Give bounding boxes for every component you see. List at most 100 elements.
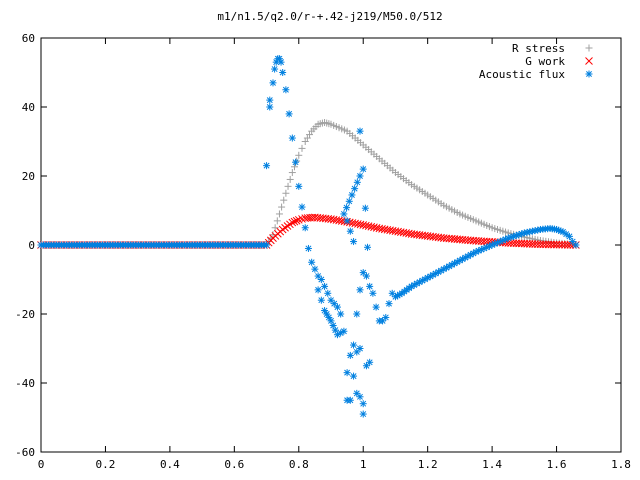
legend-label: R stress xyxy=(512,42,565,55)
series-r-stress xyxy=(37,119,580,249)
data-point xyxy=(351,185,359,193)
data-point xyxy=(298,203,306,211)
data-point xyxy=(362,362,370,370)
data-point xyxy=(534,226,542,234)
data-point xyxy=(359,165,367,173)
data-point xyxy=(343,217,351,225)
data-point xyxy=(345,197,353,205)
data-point xyxy=(271,65,279,73)
data-point xyxy=(366,282,374,290)
legend-marker xyxy=(585,70,593,78)
data-point xyxy=(385,300,393,308)
data-point xyxy=(356,345,364,352)
data-point xyxy=(278,203,286,211)
data-point xyxy=(269,231,277,239)
data-point xyxy=(372,303,380,311)
y-tick-label: 60 xyxy=(22,32,35,45)
data-point xyxy=(308,258,316,266)
y-tick-label: -40 xyxy=(15,377,35,390)
data-point xyxy=(282,189,290,197)
chart-title: m1/n1.5/q2.0/r-+.42-j219/M50.0/512 xyxy=(217,10,442,23)
data-point xyxy=(340,210,348,218)
data-point xyxy=(269,79,277,87)
data-point xyxy=(361,204,369,212)
data-point xyxy=(333,303,341,311)
data-point xyxy=(337,310,345,318)
x-tick-labels: 0 0.2 0.4 0.6 0.8 1 1.2 1.4 1.6 1.8 xyxy=(38,458,631,471)
data-point xyxy=(366,358,374,366)
data-point xyxy=(295,182,303,190)
data-point xyxy=(356,172,364,180)
data-point xyxy=(353,178,361,186)
data-point xyxy=(362,272,370,280)
data-point xyxy=(555,240,564,249)
data-point xyxy=(523,228,531,236)
legend-marker xyxy=(585,44,593,52)
data-point xyxy=(353,310,361,318)
data-point xyxy=(560,240,569,249)
data-point xyxy=(263,241,271,249)
data-point xyxy=(324,289,332,297)
data-point xyxy=(364,243,372,251)
data-point xyxy=(277,58,285,66)
data-point xyxy=(314,286,322,294)
legend-label: Acoustic flux xyxy=(479,68,565,81)
data-point xyxy=(288,218,297,227)
data-point xyxy=(290,163,298,171)
x-tick-label: 1.6 xyxy=(547,458,567,471)
data-point xyxy=(451,259,459,267)
data-point xyxy=(563,240,572,249)
data-point xyxy=(271,224,279,232)
data-point xyxy=(565,232,573,240)
data-point xyxy=(350,372,358,380)
data-point xyxy=(304,244,312,252)
data-point xyxy=(359,400,367,408)
x-tick-label: 1.8 xyxy=(611,458,631,471)
x-tick-label: 0.2 xyxy=(96,458,116,471)
data-point xyxy=(369,289,377,297)
data-point xyxy=(266,96,274,104)
data-point xyxy=(343,369,351,377)
data-point xyxy=(286,175,294,183)
data-point xyxy=(292,216,301,225)
axis-ticks xyxy=(40,37,622,453)
x-tick-label: 0.8 xyxy=(289,458,309,471)
data-point xyxy=(273,217,281,225)
x-tick-label: 1.2 xyxy=(418,458,438,471)
data-point xyxy=(282,86,290,94)
y-tick-label: -20 xyxy=(15,308,35,321)
y-tick-label: 20 xyxy=(22,170,35,183)
data-point xyxy=(356,286,364,294)
data-point xyxy=(285,110,293,118)
data-point xyxy=(284,182,292,190)
data-point xyxy=(298,144,306,152)
x-tick-label: 0.6 xyxy=(224,458,244,471)
data-point xyxy=(288,134,296,142)
data-point xyxy=(382,313,390,321)
data-point xyxy=(558,240,566,249)
data-point xyxy=(275,210,283,218)
y-tick-label: -60 xyxy=(15,446,35,459)
legend-label: G work xyxy=(525,55,565,68)
data-point xyxy=(348,191,356,199)
data-point xyxy=(350,238,358,246)
data-point xyxy=(346,396,354,404)
data-marks xyxy=(37,55,580,418)
data-point xyxy=(350,341,358,349)
data-point xyxy=(572,241,580,249)
data-point xyxy=(493,239,501,247)
data-point xyxy=(317,296,325,304)
data-point xyxy=(311,265,319,273)
data-point xyxy=(356,127,364,135)
x-tick-label: 1 xyxy=(360,458,367,471)
data-point xyxy=(346,351,354,359)
x-tick-label: 0.4 xyxy=(160,458,180,471)
x-tick-label: 0 xyxy=(38,458,45,471)
y-tick-labels: 60 40 20 0 -20 -40 -60 xyxy=(15,32,35,459)
data-point xyxy=(279,69,287,76)
data-point xyxy=(290,217,299,226)
data-point xyxy=(321,282,329,290)
data-point xyxy=(340,327,348,335)
